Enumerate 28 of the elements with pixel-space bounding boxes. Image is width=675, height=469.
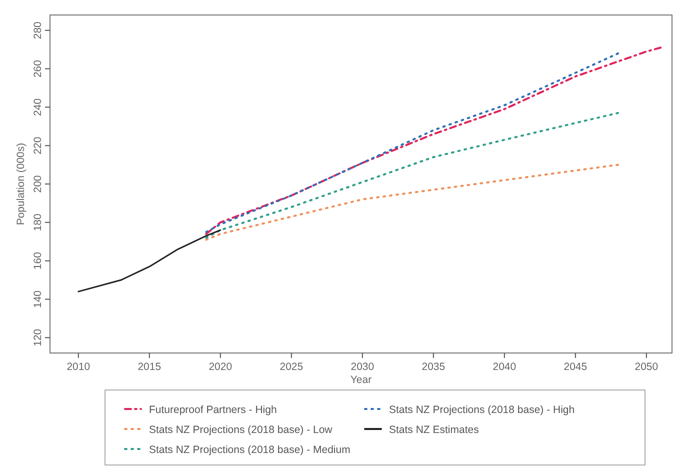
y-tick-label: 200: [32, 175, 44, 193]
y-axis-title: Population (000s): [15, 142, 27, 226]
legend-label: Stats NZ Estimates: [389, 424, 479, 436]
x-tick-label: 2045: [564, 361, 588, 373]
y-tick-label: 240: [32, 98, 44, 116]
x-tick-label: 2050: [634, 361, 658, 373]
line-series: [205, 112, 620, 239]
y-tick-label: 280: [32, 21, 44, 40]
legend-label: Stats NZ Projections (2018 base) - Low: [149, 424, 333, 436]
line-series: [205, 164, 620, 241]
y-tick-label: 140: [32, 290, 44, 308]
line-series: [78, 229, 222, 292]
x-tick-label: 2025: [280, 361, 304, 373]
y-tick-label: 220: [32, 136, 44, 154]
x-tick-label: 2040: [492, 361, 516, 373]
y-tick-label: 160: [32, 252, 44, 270]
y-tick-label: 180: [32, 213, 44, 232]
y-tick-label: 120: [32, 328, 44, 346]
legend-label: Stats NZ Projections (2018 base) - High: [389, 404, 575, 416]
x-tick-label: 2030: [350, 361, 374, 373]
x-tick-label: 2035: [422, 361, 446, 373]
x-axis-title: Year: [350, 374, 372, 386]
x-tick-label: 2020: [208, 361, 232, 373]
y-tick-label: 260: [32, 60, 44, 78]
legend-label: Stats NZ Projections (2018 base) - Medium: [149, 444, 351, 456]
x-tick-label: 2010: [66, 361, 90, 373]
legend-label: Futureproof Partners - High: [149, 404, 277, 416]
x-tick-label: 2015: [138, 361, 162, 373]
